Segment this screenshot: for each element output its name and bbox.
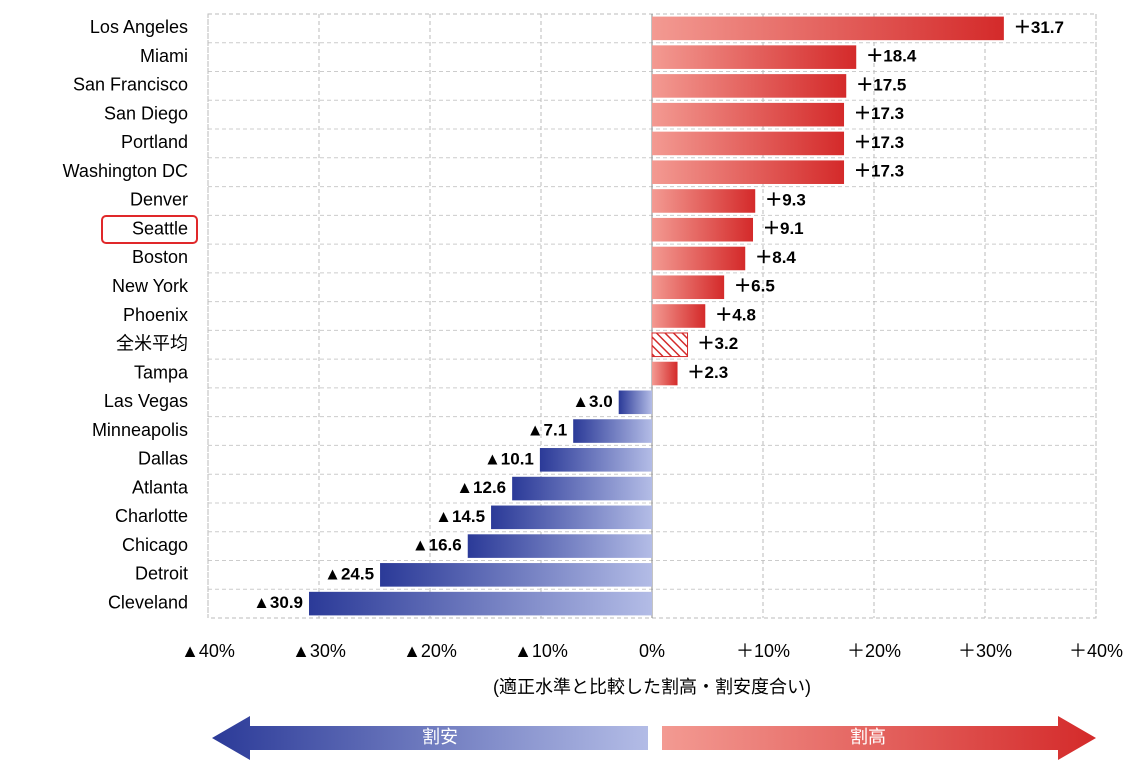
bar: [652, 361, 678, 386]
bar: [652, 74, 847, 98]
category-label: Charlotte: [115, 506, 188, 526]
value-label: ▲30.9: [253, 593, 303, 612]
value-label: ＋17.5: [856, 75, 906, 94]
bar: [651, 332, 689, 358]
x-tick-label: ▲40%: [181, 641, 235, 661]
value-label: ▲12.6: [456, 478, 506, 497]
value-label: ▲3.0: [572, 392, 612, 411]
value-label: ＋3.2: [698, 334, 739, 353]
value-label: ＋17.3: [854, 162, 904, 181]
value-label: ＋18.4: [866, 47, 917, 66]
x-tick-label: 0%: [639, 641, 665, 661]
value-label: ＋9.1: [763, 219, 804, 238]
bar: [652, 217, 754, 242]
x-tick-label: ＋20%: [847, 641, 901, 661]
bar: [467, 534, 652, 558]
arrow-right: [662, 716, 1096, 760]
x-tick-label: ＋10%: [736, 641, 790, 661]
value-label: ＋9.3: [765, 190, 806, 209]
bar: [652, 16, 1004, 41]
category-label: Los Angeles: [90, 17, 188, 37]
arrow-left: [212, 716, 648, 760]
bar: [491, 505, 652, 530]
bar: [652, 160, 845, 184]
value-label: ▲24.5: [324, 564, 374, 583]
value-label: ＋17.3: [854, 104, 904, 123]
category-label: Boston: [132, 247, 188, 267]
category-label: Detroit: [135, 564, 188, 584]
bar: [652, 102, 845, 127]
bar: [512, 476, 652, 501]
bar: [652, 189, 756, 213]
x-tick-label: ＋40%: [1069, 641, 1123, 661]
category-label: Denver: [130, 190, 188, 210]
category-label: Chicago: [122, 535, 188, 555]
category-label: New York: [112, 276, 189, 296]
arrow-right-label: 割高: [850, 727, 886, 747]
value-label: ＋8.4: [755, 248, 796, 267]
highlight-box: [101, 215, 198, 244]
category-label: Dallas: [138, 449, 188, 469]
bar: [618, 390, 652, 415]
value-label: ＋2.3: [688, 363, 729, 382]
bar: [380, 563, 652, 587]
category-label: Portland: [121, 132, 188, 152]
category-label: Atlanta: [132, 477, 189, 497]
x-tick-label: ＋30%: [958, 641, 1012, 661]
bar: [309, 591, 652, 616]
category-label: Minneapolis: [92, 420, 188, 440]
value-label: ▲16.6: [412, 536, 462, 555]
x-axis-title: (適正水準と比較した割高・割安度合い): [493, 677, 811, 697]
category-label: 全米平均: [116, 334, 188, 354]
category-label: Las Vegas: [104, 391, 188, 411]
bar: [652, 45, 857, 69]
bar: [652, 304, 706, 328]
category-label: Tampa: [134, 362, 189, 382]
category-label: Washington DC: [63, 161, 188, 181]
category-label: Seattle: [132, 218, 188, 238]
category-label: San Francisco: [73, 75, 188, 95]
value-label: ▲7.1: [527, 421, 567, 440]
value-label: ▲10.1: [484, 449, 534, 468]
bar: [539, 448, 652, 472]
category-label: Phoenix: [123, 305, 188, 325]
bar: [652, 246, 746, 271]
category-label: Miami: [140, 46, 188, 66]
arrow-left-label: 割安: [422, 727, 458, 747]
bar: [652, 275, 725, 300]
bar: [652, 131, 845, 156]
bar: [573, 419, 652, 443]
value-label: ＋17.3: [854, 133, 904, 152]
value-label: ＋6.5: [734, 277, 775, 296]
x-tick-label: ▲30%: [292, 641, 346, 661]
x-tick-label: ▲10%: [514, 641, 568, 661]
value-label: ＋31.7: [1014, 18, 1064, 37]
category-label: Cleveland: [108, 592, 188, 612]
value-label: ＋4.8: [715, 305, 756, 324]
x-tick-label: ▲20%: [403, 641, 457, 661]
category-label: San Diego: [104, 103, 188, 123]
value-label: ▲14.5: [435, 507, 485, 526]
